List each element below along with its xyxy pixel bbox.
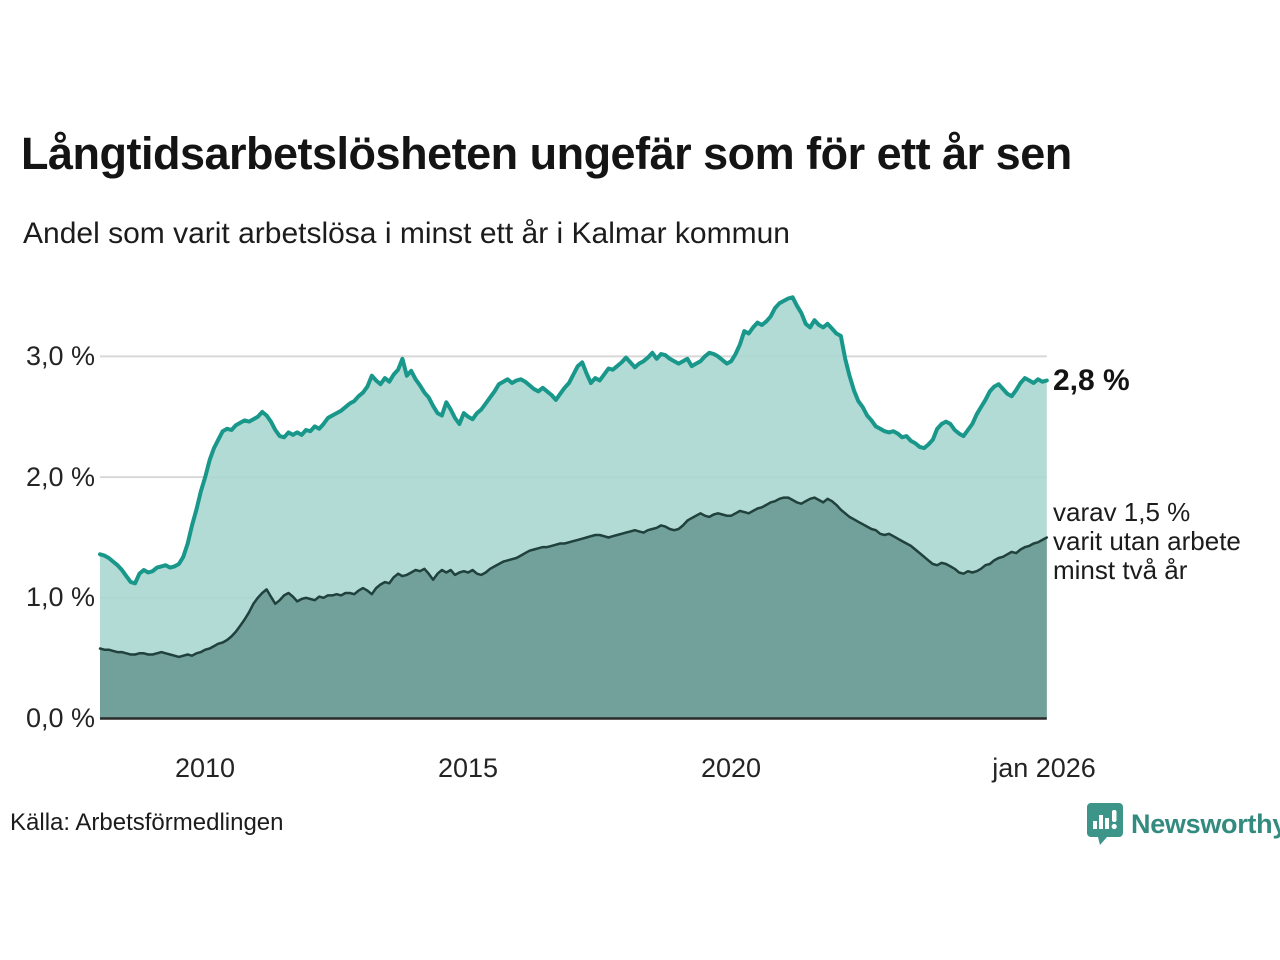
y-tick-label-1: 1,0 % (25, 582, 95, 612)
brand-logo: Newsworthy (1086, 802, 1280, 846)
x-tick-label-2020: 2020 (700, 753, 762, 783)
annotation-line-2: varit utan arbete (1053, 526, 1241, 556)
annotation-line-1: varav 1,5 % (1053, 497, 1191, 527)
area-two-years (100, 497, 1047, 719)
newsworthy-logo-icon (1087, 803, 1123, 845)
page-subtitle: Andel som varit arbetslösa i minst ett å… (23, 217, 790, 250)
secondary-series-annotation: varav 1,5 % varit utan arbete minst två … (1053, 498, 1241, 585)
annotation-line-3: minst två år (1053, 555, 1188, 585)
line-one-year (98, 295, 1049, 586)
brand-name: Newsworthy (1131, 808, 1280, 839)
series-end-value-label: 2,8 % (1053, 364, 1130, 397)
line-two-years (98, 496, 1049, 659)
page-title: Långtidsarbetslösheten ungefär som för e… (21, 128, 1072, 179)
x-tick-label-jan-2026: jan 2026 (992, 753, 1096, 783)
x-tick-label-2015: 2015 (437, 753, 499, 783)
x-tick-label-2010: 2010 (174, 753, 236, 783)
y-tick-label-3: 3,0 % (25, 341, 95, 371)
y-tick-label-2: 2,0 % (25, 462, 95, 492)
source-caption: Källa: Arbetsförmedlingen (10, 809, 284, 836)
y-tick-label-0: 0,0 % (25, 703, 95, 733)
